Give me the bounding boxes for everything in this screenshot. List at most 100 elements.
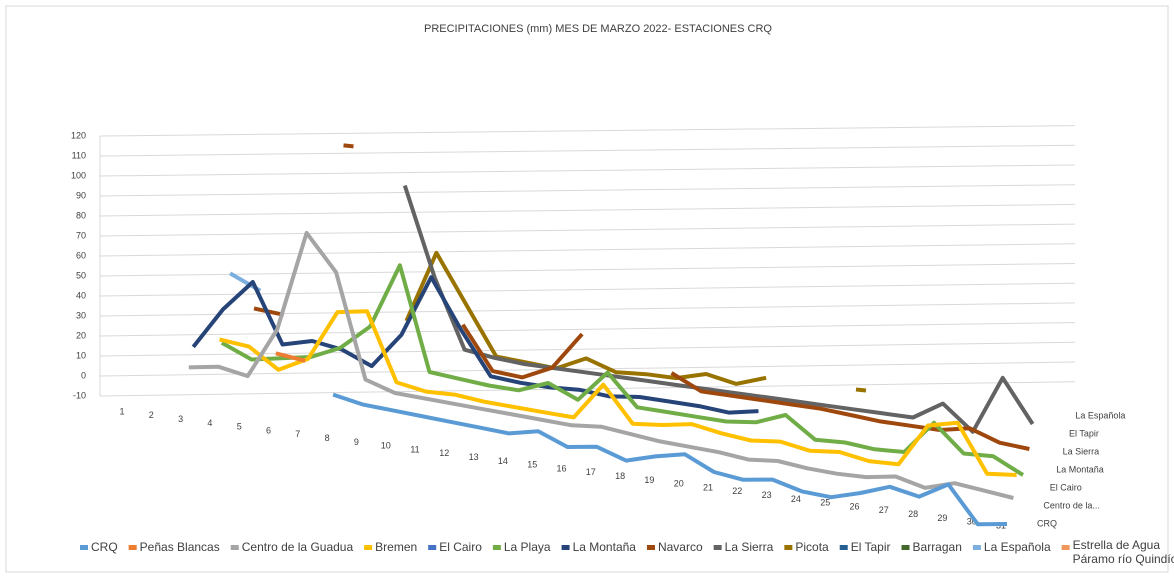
grid-line [99,164,1076,177]
legend-label: CRQ [91,540,118,554]
legend-swatch [230,545,239,550]
depth-label: La Sierra [1063,446,1100,456]
series-line [191,275,759,415]
x-tick-label: 19 [644,475,654,485]
x-tick-label: 9 [354,437,359,447]
y-tick-label: 50 [76,270,86,280]
x-tick-label: 20 [674,479,684,489]
series-line [332,392,1008,527]
y-tick-label: 110 [72,150,86,160]
legend-label: Bremen [375,540,417,554]
legend-label: Picota [795,540,829,554]
depth-label: Centro de la... [1043,500,1100,510]
x-tick-label: 17 [586,467,596,477]
legend-swatch [784,545,793,550]
x-tick-label: 2 [149,410,154,420]
x-tick-label: 6 [266,425,271,435]
x-tick-label: 12 [439,448,449,458]
series-line [461,323,584,380]
grid-line [99,322,1076,337]
x-tick-label: 25 [820,498,830,508]
depth-label: CRQ [1037,518,1057,528]
grid-line [99,263,1076,277]
y-tick-label: 60 [76,250,86,260]
x-tick-label: 10 [381,441,391,451]
legend-label: Centro de la Guadua [242,540,354,554]
x-tick-label: 8 [325,433,330,443]
grid-line [99,243,1076,257]
x-tick-label: 3 [178,414,183,424]
y-tick-label: 90 [76,190,86,200]
legend-swatch [80,545,88,550]
legend-swatch [364,545,373,550]
legend-label: Peñas Blancas [140,540,220,554]
y-tick-label: 10 [76,350,86,360]
x-tick-label: 29 [937,513,947,523]
x-tick-label: 1 [119,406,124,416]
y-tick-label: 40 [76,290,86,300]
series-line [402,184,1035,434]
x-tick-label: 11 [410,444,419,454]
legend-swatch [428,545,437,550]
depth-label: El Cairo [1050,482,1082,492]
x-tick-label: 26 [849,501,859,511]
legend-label: Estrella de Agua Páramo río Quindío [1073,538,1174,566]
y-tick-label: 80 [76,210,86,220]
x-tick-label: 23 [762,490,772,500]
legend-swatch [561,545,570,550]
x-tick-label: 24 [791,494,801,504]
chart-border [5,5,1169,573]
grid-line [99,282,1076,297]
legend-label: La Española [984,540,1051,554]
depth-label: El Tapir [1069,428,1099,438]
y-tick-label: 120 [71,130,86,140]
y-tick-label: 20 [76,330,86,340]
legend-swatch [972,545,981,550]
series-line [670,371,1030,451]
grid-line [99,184,1076,197]
x-tick-label: 14 [498,456,508,466]
chart-title: PRECIPITACIONES (mm) MES DE MARZO 2022- … [424,23,772,35]
series-line [404,250,767,386]
legend-swatch [646,545,655,550]
grid-line [99,361,1076,377]
y-tick-label: 70 [76,230,86,240]
x-tick-label: 16 [556,463,566,473]
grid-line [99,144,1076,157]
depth-label: La Montaña [1056,464,1104,474]
legend-swatch [839,545,848,550]
grid-line [99,223,1076,237]
x-tick-label: 7 [295,429,300,439]
y-tick-label: 100 [71,170,86,180]
y-tick-label: -10 [73,390,86,400]
x-tick-label: 27 [879,505,889,515]
series-line [188,230,1014,500]
legend-label: La Playa [504,540,551,554]
x-tick-label: 15 [527,460,537,470]
x-tick-label: 28 [908,509,918,519]
grid-line [99,203,1076,217]
x-tick-label: 30 [967,517,977,527]
series-line [219,309,1017,477]
legend-label: Barragan [913,540,962,554]
series-line [275,351,306,363]
depth-label: La Española [1075,410,1125,420]
x-tick-label: 4 [207,418,212,428]
legend-swatch [901,545,910,550]
x-tick-label: 13 [469,452,479,462]
grid-line [99,125,1076,137]
legend-swatch [128,545,137,550]
legend-swatch [492,545,501,550]
series-line [343,143,354,149]
y-tick-label: 30 [76,310,86,320]
grid-line [99,302,1076,317]
legend-label: Navarco [658,540,703,554]
legend-label: La Sierra [725,540,774,554]
legend-label: La Montaña [573,540,637,554]
legend-label: El Tapir [851,540,891,554]
legend-swatch [1061,545,1070,550]
y-tick-label: 0 [81,370,86,380]
legend-swatch [713,545,722,550]
x-tick-label: 22 [732,486,742,496]
